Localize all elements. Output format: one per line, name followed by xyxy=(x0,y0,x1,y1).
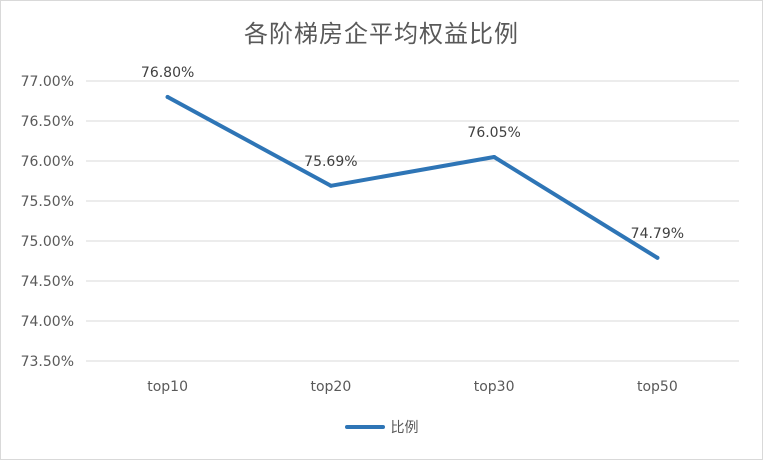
series-layer xyxy=(165,95,660,260)
y-tick-label: 75.00% xyxy=(21,234,74,250)
data-point xyxy=(328,183,333,188)
legend: 比例 xyxy=(0,417,763,437)
series-line xyxy=(165,95,660,260)
data-label: 74.79% xyxy=(631,226,684,242)
y-tick-label: 73.50% xyxy=(21,354,74,370)
data-labels: 76.80% 75.69% 76.05% 74.79% xyxy=(141,65,684,242)
legend-swatch xyxy=(344,425,385,429)
x-axis-tick-labels: top10 top20 top30 top50 xyxy=(147,379,678,395)
y-tick-label: 74.00% xyxy=(21,314,74,330)
x-tick-label: top30 xyxy=(474,379,515,395)
y-tick-label: 77.00% xyxy=(21,74,74,90)
data-label: 76.80% xyxy=(141,65,194,81)
data-point xyxy=(655,255,660,260)
data-point xyxy=(492,155,497,159)
chart-title: 各阶梯房企平均权益比例 xyxy=(244,20,519,48)
legend-label: 比例 xyxy=(390,420,419,436)
data-label: 75.69% xyxy=(304,154,357,170)
x-tick-label: top50 xyxy=(637,379,678,395)
gridlines xyxy=(86,80,739,362)
y-tick-label: 76.00% xyxy=(21,154,74,170)
y-axis-tick-labels: 73.50% 74.00% 74.50% 75.00% 75.50% 76.00% 76.5… xyxy=(21,74,74,370)
data-point xyxy=(165,95,170,99)
y-tick-label: 75.50% xyxy=(21,194,74,210)
x-tick-label: top20 xyxy=(310,379,351,395)
x-tick-label: top10 xyxy=(147,379,188,395)
data-label: 76.05% xyxy=(467,125,520,141)
y-tick-label: 76.50% xyxy=(21,114,74,130)
y-tick-label: 74.50% xyxy=(21,274,74,290)
